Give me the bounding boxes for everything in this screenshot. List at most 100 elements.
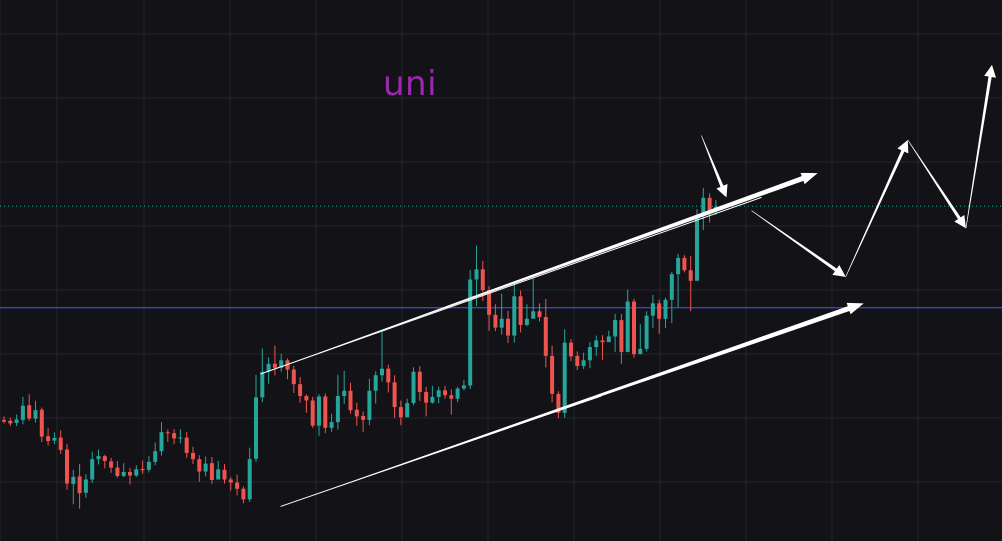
candle-body [449,395,454,399]
candle-body [241,488,246,500]
candle-body [695,215,699,281]
candle-body [222,469,227,480]
candle-body [424,392,429,403]
candle-body [39,409,44,437]
candle-body [556,393,561,413]
candle-body [676,257,681,275]
candle-body [159,432,164,452]
candle-body [348,390,353,411]
candle-body [2,419,6,422]
candle-body [291,369,296,385]
channel-arrow [260,172,818,374]
projection-arrow [965,64,997,229]
candle-body [443,390,447,396]
candle-body [27,405,32,419]
pointer-arrow [701,135,728,198]
candle-body [165,432,170,434]
candle-body [58,437,63,450]
candle-body [323,396,328,428]
candle-body [594,340,599,348]
candle-body [537,311,542,318]
candle-body [102,456,107,461]
candle-body [562,342,567,413]
candle-body [657,303,662,319]
candle-body [354,409,359,417]
candle-body [254,397,258,459]
candle-body [52,437,57,441]
candle-body [619,320,624,352]
candle-body [317,396,321,426]
candle-body [8,420,13,424]
candle-body [392,382,397,408]
candle-body [663,299,668,319]
candle-body [33,410,38,419]
candle-body [115,467,120,476]
candle-body [632,301,636,355]
candle-body [543,317,548,356]
candle-body [140,468,145,471]
candle-body [373,375,378,391]
candle-body [487,290,492,315]
candle-body [228,479,233,483]
candle-body [209,463,214,480]
candle-body [146,461,151,470]
candle-body [272,363,277,368]
candle-body [172,433,177,439]
candle-body [128,471,132,476]
candle-body [524,318,529,325]
candle-body [109,461,114,468]
candle-body [644,315,649,349]
candle-body [550,355,555,394]
candle-body [600,340,605,343]
candle-body [405,403,410,418]
candle-body [398,407,403,418]
candle-body [701,197,706,216]
candle-body [575,355,580,367]
candle-body [638,348,643,355]
projection-arrow [751,210,846,277]
candle-body [417,371,422,393]
projection-arrow [907,139,966,229]
candle-body [216,469,221,480]
candle-body [266,363,271,372]
candle-body [134,469,139,476]
candle-body [197,459,202,472]
candle-body [247,459,252,500]
candle-body [184,437,189,454]
candle-body [430,396,435,403]
candle-body [71,476,76,484]
candle-body [77,476,82,494]
chart-title: uni [383,64,438,104]
candle-body [20,405,25,420]
candle-body [493,314,498,328]
candle-body [625,301,630,352]
candle-body [260,371,265,398]
candle-body [499,318,504,328]
candle-body [474,269,479,280]
channel-arrow [280,302,864,507]
candle-body [682,257,687,271]
candle-body [83,479,88,493]
candle-body [461,385,466,389]
candle-body [96,456,101,460]
candle-body [203,463,208,472]
candle-body [191,453,195,460]
candle-body [65,449,69,484]
candle-body [480,269,485,291]
candle-body [688,270,693,281]
channel-upper-line [260,196,762,375]
candle-body [581,360,586,367]
candle-body [46,436,51,442]
candle-body [361,415,366,420]
candle-body [518,296,523,325]
candle-body [298,384,303,397]
candle-body [329,422,334,428]
candle-body [90,459,95,480]
candle-body [436,390,441,397]
candle-body [153,451,158,462]
projection-arrow [845,139,909,277]
candle-body [178,437,183,439]
candle-body [669,274,674,300]
